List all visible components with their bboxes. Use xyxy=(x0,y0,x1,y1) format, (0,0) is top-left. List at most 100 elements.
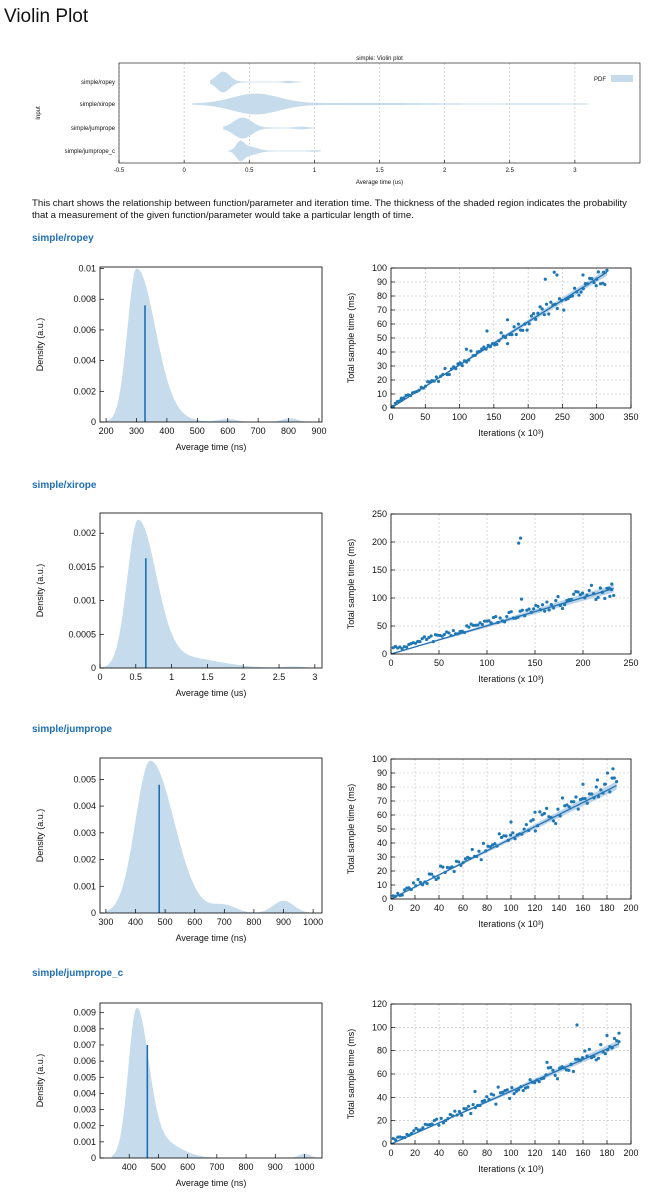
y-tick-label: 0.004 xyxy=(73,801,96,811)
data-point xyxy=(594,785,598,789)
data-point xyxy=(590,277,594,281)
x-axis-label: Average time (us) xyxy=(356,180,403,186)
x-tick-label: 800 xyxy=(239,1162,254,1172)
y-tick-label: 50 xyxy=(377,333,387,343)
data-point xyxy=(467,358,471,362)
data-point xyxy=(508,833,513,837)
x-axis-label: Iterations (x 10³) xyxy=(478,674,544,684)
data-point xyxy=(496,620,500,625)
data-point xyxy=(482,345,486,349)
data-point xyxy=(519,597,524,601)
data-point xyxy=(414,1126,418,1130)
y-tick-label: 60 xyxy=(377,810,387,820)
data-point xyxy=(577,293,581,297)
y-tick-label: 0 xyxy=(91,1153,96,1163)
data-point xyxy=(502,620,507,624)
data-point xyxy=(543,609,547,613)
data-point xyxy=(449,367,454,371)
data-point xyxy=(576,807,580,811)
data-point xyxy=(569,597,573,601)
x-tick-label: 2 xyxy=(443,168,447,174)
data-point xyxy=(505,318,510,322)
x-tick-label: 0 xyxy=(182,168,186,174)
data-point xyxy=(514,1089,518,1093)
data-point xyxy=(512,325,516,329)
data-point xyxy=(480,347,484,351)
x-tick-label: 400 xyxy=(128,917,143,927)
data-point xyxy=(510,333,514,337)
legend-swatch xyxy=(611,75,633,82)
data-point xyxy=(393,1138,398,1142)
x-tick-label: 1 xyxy=(169,672,174,682)
data-point xyxy=(494,614,498,619)
x-tick-label: 600 xyxy=(180,1162,195,1172)
data-point xyxy=(594,1058,598,1062)
density-area xyxy=(100,519,319,668)
x-tick-label: 100 xyxy=(479,658,494,668)
x-tick-label: 2.5 xyxy=(506,168,515,174)
data-point xyxy=(537,1080,541,1084)
legend-label: PDF xyxy=(594,77,606,83)
section-title-xirope[interactable]: simple/xirope xyxy=(32,480,97,491)
data-point xyxy=(447,631,451,635)
data-point xyxy=(555,273,559,277)
data-point xyxy=(516,615,520,619)
data-point xyxy=(451,628,455,633)
data-point xyxy=(404,645,409,649)
data-point xyxy=(553,1073,557,1077)
data-point xyxy=(540,307,544,311)
data-point xyxy=(418,880,422,884)
x-tick-label: 0 xyxy=(388,903,393,913)
y-tick-label: 0.001 xyxy=(73,596,96,606)
data-point xyxy=(594,284,598,288)
y-tick-label: 60 xyxy=(377,319,387,329)
x-tick-label: 3 xyxy=(573,168,577,174)
y-tick-label: 0.003 xyxy=(73,1105,96,1115)
y-axis-label: Density (a.u.) xyxy=(35,564,45,618)
data-point xyxy=(544,1073,548,1077)
x-tick-label: 350 xyxy=(623,412,638,422)
data-point xyxy=(431,640,435,644)
data-point xyxy=(407,1133,411,1137)
data-point xyxy=(495,844,499,848)
data-point xyxy=(505,1088,509,1092)
x-tick-label: 100 xyxy=(503,903,518,913)
data-point xyxy=(459,863,463,868)
data-point xyxy=(467,625,471,629)
x-tick-label: 3 xyxy=(312,672,317,682)
data-point xyxy=(615,780,619,784)
data-point xyxy=(585,801,589,805)
data-point xyxy=(402,396,406,400)
x-tick-label: 20 xyxy=(410,903,420,913)
data-point xyxy=(601,1050,605,1054)
data-point xyxy=(411,881,416,885)
density-area xyxy=(106,268,316,422)
data-point xyxy=(507,1096,512,1101)
data-point xyxy=(603,782,607,786)
x-tick-label: 900 xyxy=(268,1162,283,1172)
x-tick-label: 300 xyxy=(589,412,604,422)
data-point xyxy=(456,632,460,636)
data-point xyxy=(592,796,596,800)
data-point xyxy=(552,270,556,274)
data-point xyxy=(572,592,576,596)
data-point xyxy=(571,1069,575,1074)
data-point xyxy=(504,834,508,838)
data-point xyxy=(400,647,404,651)
data-point xyxy=(441,1121,446,1125)
data-point xyxy=(542,811,547,816)
violin-plot: simple: Violin plot simple/ropey simple/xi… xyxy=(36,56,641,186)
y-tick-label: 90 xyxy=(377,277,387,287)
data-point xyxy=(566,296,570,301)
section-title-ropey[interactable]: simple/ropey xyxy=(32,233,94,244)
data-point xyxy=(596,1056,601,1060)
section-title-jumprope-c[interactable]: simple/jumprope_c xyxy=(32,968,124,979)
data-point xyxy=(517,1088,521,1092)
y-tick-label: 0.003 xyxy=(73,828,96,838)
x-tick-label: 700 xyxy=(209,1162,224,1172)
y-tick-label: 40 xyxy=(377,1092,387,1102)
data-point xyxy=(536,824,540,828)
x-tick-label: 150 xyxy=(486,412,501,422)
data-point xyxy=(453,1109,457,1113)
section-title-jumprope[interactable]: simple/jumprope xyxy=(32,724,113,735)
